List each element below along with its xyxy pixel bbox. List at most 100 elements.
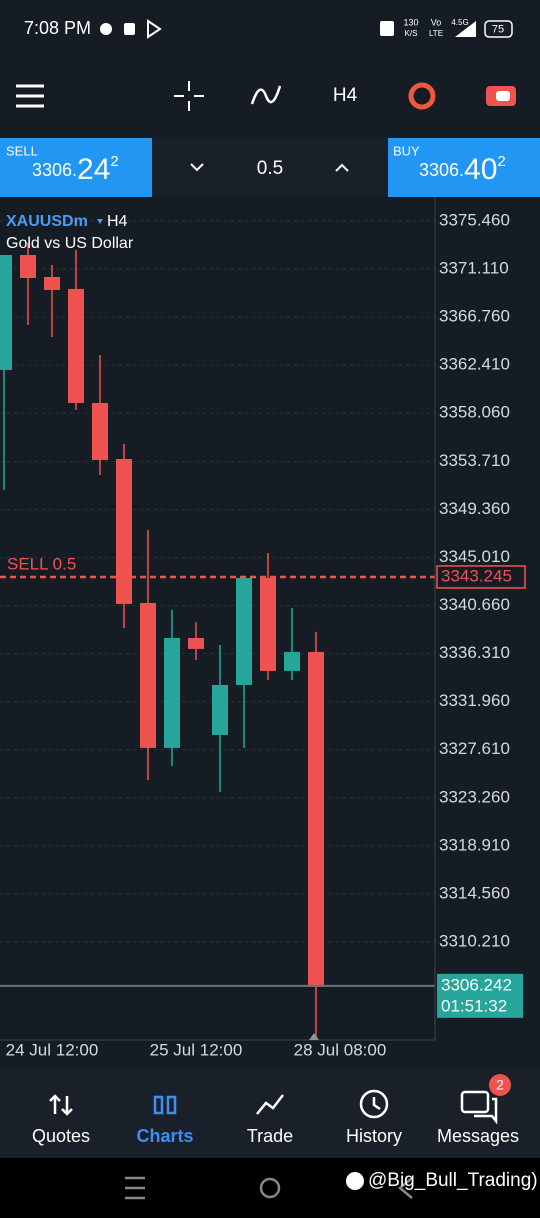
trade-button-inner	[496, 91, 510, 101]
signal-icon	[455, 21, 476, 37]
x-tick-label: 28 Jul 08:00	[294, 1040, 387, 1059]
y-tick-label: 3349.360	[439, 499, 510, 518]
y-tick-label: 3353.710	[439, 451, 510, 470]
status-icon	[124, 23, 135, 35]
volume-control	[152, 138, 388, 197]
icon-part	[49, 1094, 73, 1116]
volume-increase[interactable]	[335, 163, 349, 172]
candle-body	[68, 288, 84, 403]
icon-part	[474, 1097, 498, 1125]
nav-label: Trade	[247, 1126, 293, 1146]
status-network: Vo	[431, 17, 442, 27]
toolbar: H4	[16, 81, 516, 111]
system-nav	[0, 1158, 540, 1218]
nav-items: Quotes Charts Trade History Messages 2	[32, 1074, 519, 1146]
y-tick-label: 3366.760	[439, 307, 510, 326]
nav-icon	[153, 1095, 177, 1115]
candle-body	[44, 277, 60, 290]
candle-body	[164, 638, 180, 748]
icon-part	[256, 1094, 284, 1115]
watermark-icon	[346, 1172, 364, 1190]
nav-item[interactable]: Charts	[136, 1095, 194, 1146]
x-tick-label: 24 Jul 12:00	[6, 1040, 99, 1059]
chart-timeframe: H4	[107, 213, 128, 230]
system-buttons	[125, 1176, 413, 1200]
nav-item[interactable]: Trade	[247, 1094, 293, 1146]
sell-price: 3306.242	[32, 153, 119, 186]
y-tick-label: 3323.260	[439, 787, 510, 806]
volume-decrease[interactable]	[190, 163, 204, 172]
icon-part	[153, 1095, 164, 1115]
nav-item[interactable]: Quotes	[32, 1094, 90, 1146]
candle-body	[236, 578, 252, 685]
nav-icon	[49, 1094, 73, 1116]
y-tick-label: 3358.060	[439, 403, 510, 422]
sell-button[interactable]	[0, 138, 152, 197]
badge-bg	[489, 1074, 511, 1096]
status-time: 7:08 PM	[24, 18, 91, 38]
symbol-dropdown[interactable]	[97, 219, 103, 224]
nav-label: Messages	[437, 1126, 519, 1146]
last-price-countdown: 01:51:32	[441, 996, 507, 1015]
watermark: @Big_Bull_Trading)	[368, 1170, 538, 1191]
last-price-value: 3306.242	[441, 975, 512, 994]
icon-part	[166, 1095, 177, 1115]
y-tick-label: 3371.110	[439, 259, 509, 278]
candle-body	[284, 651, 300, 671]
nav-label: Quotes	[32, 1126, 90, 1146]
chart: 3375.460 3371.110 3366.760 3362.410 3358.060…	[0, 210, 526, 1059]
icon-part	[460, 1090, 490, 1114]
y-tick-label: 3340.660	[439, 595, 510, 614]
status-network: LTE	[429, 29, 443, 38]
icon-part	[359, 1089, 389, 1119]
candle-body	[116, 458, 132, 604]
timeframe-button[interactable]: H4	[333, 85, 358, 106]
status-speed-unit: K/S	[405, 29, 418, 38]
badge-count: 2	[496, 1077, 504, 1093]
sell-label: SELL	[6, 143, 38, 158]
candle-body	[0, 255, 12, 370]
y-tick-label: 3310.210	[439, 931, 510, 950]
y-tick-label: 3345.010	[439, 547, 510, 566]
plot	[0, 242, 324, 1039]
nav-item[interactable]: Messages	[437, 1090, 519, 1146]
sell-level-box	[436, 565, 526, 589]
period-marker	[309, 1033, 319, 1040]
battery-level: 75	[492, 23, 504, 35]
sell-level-label: SELL 0.5	[7, 554, 76, 573]
candle-body	[308, 651, 324, 987]
last-price-box	[437, 973, 523, 1018]
status-speed: 130	[403, 17, 418, 27]
y-tick-label: 3362.410	[439, 355, 510, 374]
status-bar: 7:08 PM 130 K/S Vo LTE 4.5G 75	[24, 17, 513, 39]
status-icon	[147, 19, 162, 39]
nav-icon	[359, 1089, 389, 1119]
battery-icon	[484, 20, 513, 38]
candle-body	[20, 255, 36, 278]
buy-button[interactable]	[388, 138, 540, 197]
nav-item[interactable]: History	[346, 1089, 402, 1146]
candle-body	[140, 602, 156, 748]
buy-label: BUY	[393, 143, 420, 158]
nav-icon	[256, 1094, 284, 1115]
nav-icon	[460, 1090, 498, 1125]
y-tick-label: 3318.910	[439, 835, 510, 854]
chart-description: Gold vs US Dollar	[6, 235, 134, 252]
bottom-nav	[0, 1068, 540, 1158]
status-network: 4.5G	[451, 18, 468, 27]
chart-symbol[interactable]: XAUUSDm	[6, 213, 88, 230]
y-tick-label: 3327.610	[439, 739, 510, 758]
volume-value[interactable]: 0.5	[257, 158, 283, 179]
x-tick-label: 25 Jul 12:00	[150, 1040, 243, 1059]
nav-label: History	[346, 1126, 402, 1146]
y-tick-label: 3375.460	[439, 210, 510, 229]
buy-price: 3306.402	[419, 153, 506, 186]
crosshair-button[interactable]	[174, 81, 204, 111]
icon-part	[372, 1097, 381, 1111]
menu-button[interactable]	[16, 84, 44, 108]
nav-label: Charts	[136, 1126, 193, 1146]
indicators-button[interactable]	[250, 85, 282, 105]
objects-button[interactable]	[408, 82, 436, 110]
